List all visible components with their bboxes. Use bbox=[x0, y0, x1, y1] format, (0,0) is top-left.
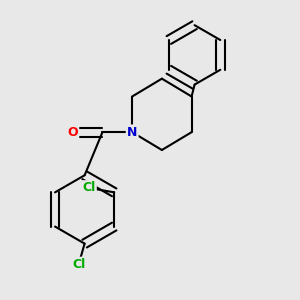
Text: Cl: Cl bbox=[82, 182, 96, 194]
Text: Cl: Cl bbox=[72, 258, 85, 271]
Text: O: O bbox=[68, 126, 78, 139]
Text: N: N bbox=[127, 126, 137, 139]
